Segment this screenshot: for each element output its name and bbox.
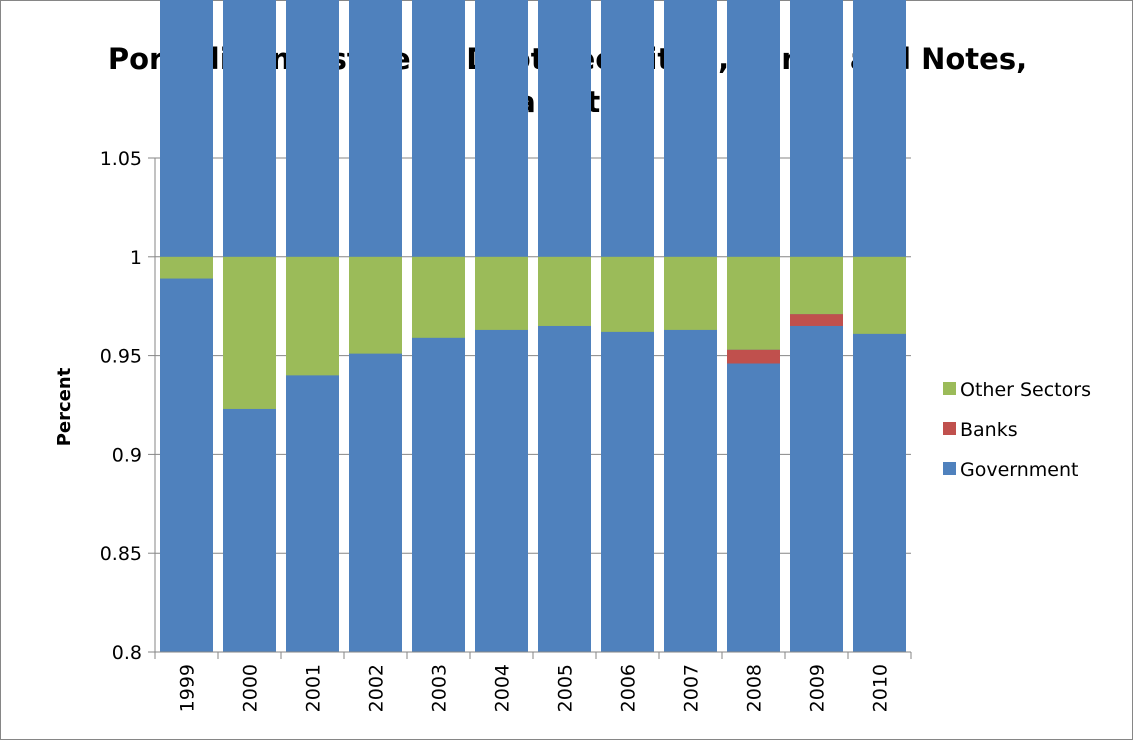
y-tick-label: 0.9 <box>112 444 142 466</box>
x-tick-label: 2003 <box>429 664 451 712</box>
y-tick-label: 0.85 <box>100 543 142 565</box>
y-tick-label: 0.8 <box>112 642 142 664</box>
bar-other-sectors-2007 <box>664 256 717 330</box>
x-tick-label: 2005 <box>555 664 577 712</box>
y-axis-title: Percent <box>54 367 75 446</box>
y-tick-label: 1 <box>130 247 142 269</box>
x-tick-label: 2001 <box>303 664 325 712</box>
bar-government-1999 <box>160 0 213 652</box>
x-tick-label: 2000 <box>240 664 262 712</box>
legend-swatch-other-sectors <box>943 382 956 395</box>
bar-other-sectors-2000 <box>223 256 276 409</box>
gridlines <box>155 157 911 554</box>
bars <box>160 0 906 652</box>
bar-other-sectors-2004 <box>475 256 528 330</box>
bar-banks-2009 <box>790 314 843 326</box>
bar-other-sectors-1999 <box>160 256 213 279</box>
x-tick-label: 2008 <box>744 664 766 712</box>
legend-label-other-sectors: Other Sectors <box>960 379 1091 401</box>
x-tick-label: 2006 <box>618 664 640 712</box>
x-tick-label: 1999 <box>177 664 199 712</box>
bar-other-sectors-2002 <box>349 256 402 354</box>
y-tick-label: 0.95 <box>100 346 142 368</box>
bar-other-sectors-2003 <box>412 256 465 338</box>
x-tick-label: 2002 <box>366 664 388 712</box>
axes: 0.8 0.85 0.9 0.95 1 1.05 1999 2000 2001 2002 2003 2… <box>100 148 912 712</box>
x-tick-label: 2009 <box>807 664 829 712</box>
bar-government-2009 <box>790 0 843 652</box>
bar-other-sectors-2010 <box>853 256 906 334</box>
bar-other-sectors-2005 <box>538 256 591 326</box>
legend-swatch-government <box>943 462 956 475</box>
x-tick-label: 2004 <box>492 664 514 712</box>
bar-other-sectors-2006 <box>601 256 654 332</box>
legend-swatch-banks <box>943 422 956 435</box>
bar-other-sectors-2001 <box>286 256 339 376</box>
bar-other-sectors-2009 <box>790 256 843 315</box>
x-tick-label: 2007 <box>681 664 703 712</box>
legend-label-government: Government <box>960 459 1079 481</box>
bar-other-sectors-2008 <box>727 256 780 350</box>
legend: Other Sectors Banks Government <box>943 379 1091 481</box>
x-tick-label: 2010 <box>870 664 892 712</box>
legend-label-banks: Banks <box>960 419 1018 441</box>
bar-government-2005 <box>538 0 591 652</box>
bar-banks-2008 <box>727 349 780 364</box>
y-tick-label: 1.05 <box>100 148 142 170</box>
